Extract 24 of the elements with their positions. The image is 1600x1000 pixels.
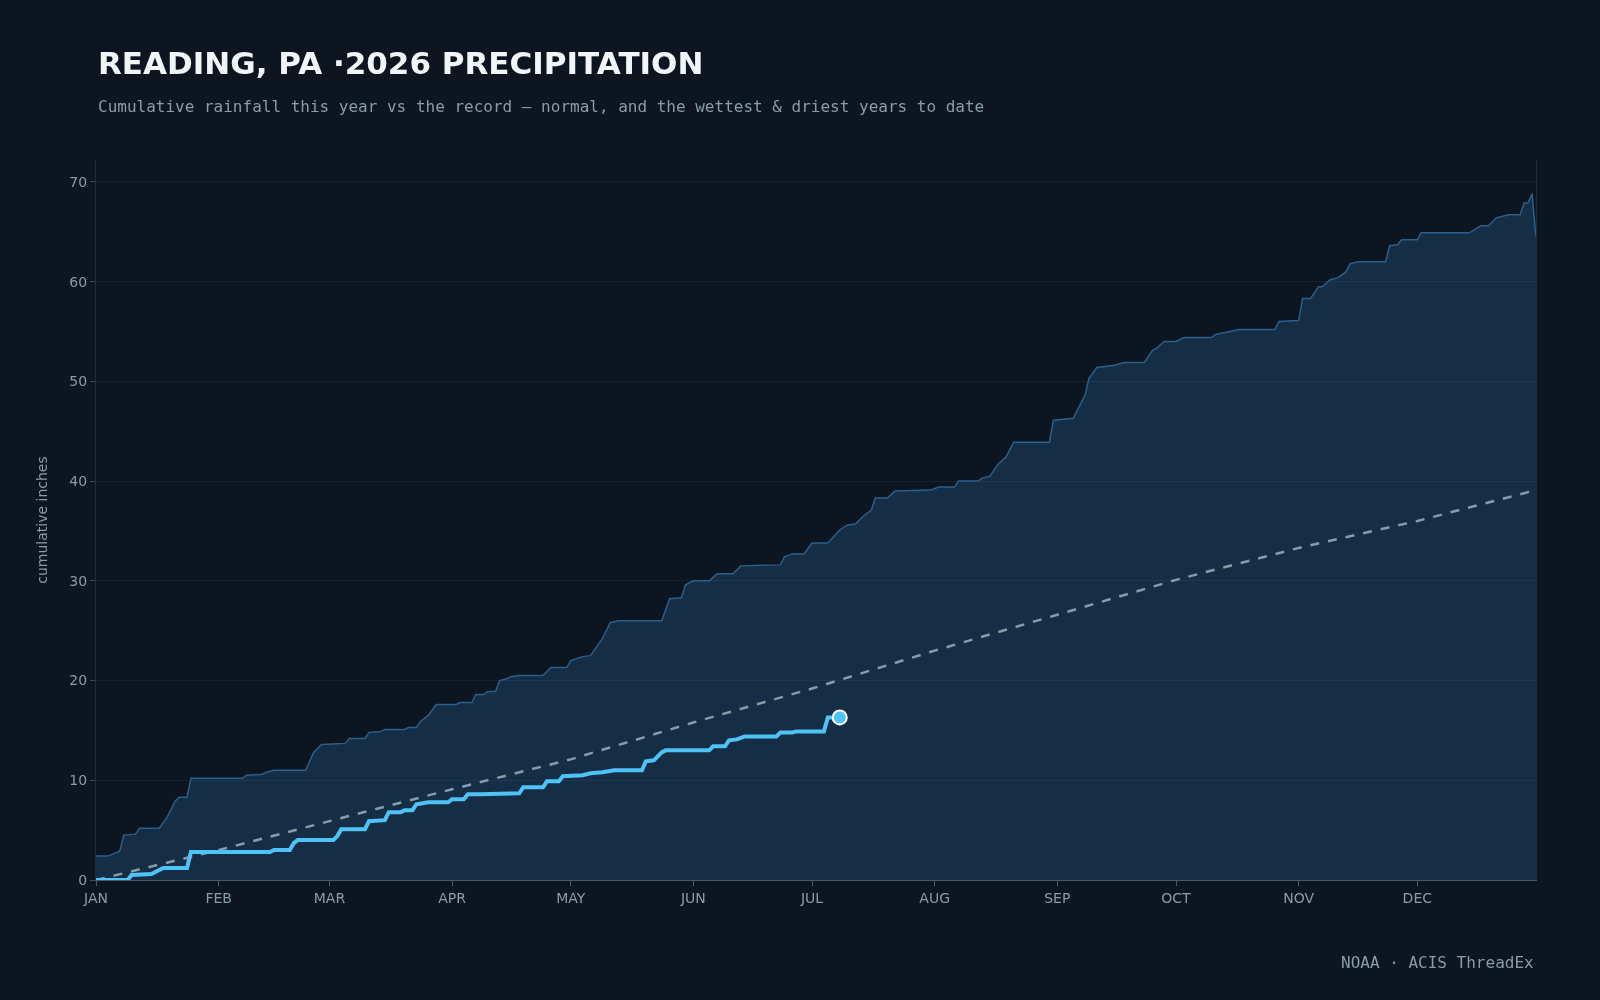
x-tick-label: DEC: [1402, 889, 1433, 906]
y-tick-label: 20: [69, 672, 88, 689]
y-tick-label: 0: [78, 871, 88, 888]
y-tick-label: 40: [69, 473, 88, 490]
y-tick-label: 70: [69, 173, 88, 190]
y-tick-label: 30: [69, 572, 88, 589]
chart-title: READING, PA ·2026 PRECIPITATION: [98, 45, 704, 81]
y-tick-label: 10: [69, 772, 88, 789]
text: NOAA · ACIS ThreadEx: [1341, 953, 1535, 972]
x-tick-label: APR: [438, 889, 467, 906]
x-tick-label: MAY: [556, 889, 586, 906]
x-tick-label: NOV: [1283, 889, 1315, 906]
y-tick-label: 60: [69, 273, 88, 290]
x-tick-label: OCT: [1161, 889, 1192, 906]
y-tick-label: 50: [69, 373, 88, 390]
y-axis-title: cumulative inches: [33, 456, 50, 584]
x-tick-label: JUN: [679, 889, 706, 906]
x-tick-label: JAN: [83, 889, 108, 906]
x-tick-label: JUL: [799, 889, 824, 906]
chart-subtitle: Cumulative rainfall this year vs the record — normal, and the wettest & driest years to date: [98, 97, 985, 116]
x-tick-label: MAR: [313, 889, 346, 906]
x-tick-label: SEP: [1044, 889, 1071, 906]
x-tick-label: FEB: [205, 889, 232, 906]
x-tick-label: AUG: [919, 889, 951, 906]
